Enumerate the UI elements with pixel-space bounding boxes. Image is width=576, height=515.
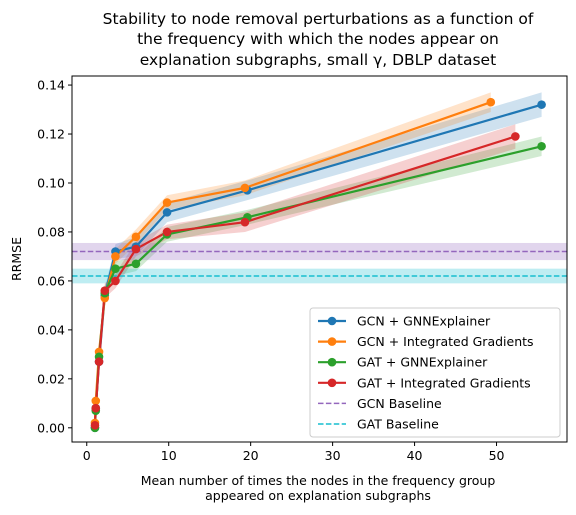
x-tick-label: 20: [243, 448, 259, 463]
gcn-integrated-gradients-point: [91, 396, 101, 406]
x-axis-label-line-2: appeared on explanation subgraphs: [205, 488, 431, 503]
legend-label-gcn-gnnexplainer: GCN + GNNExplainer: [357, 314, 491, 329]
chart-title: Stability to node removal perturbations …: [103, 10, 534, 69]
gcn-integrated-gradients-point: [240, 183, 250, 193]
y-axis-ticks: 0.00 0.02 0.04 0.06 0.08 0.10 0.12 0.14: [37, 78, 72, 435]
gat-integrated-gradients-band: [94, 124, 516, 433]
gcn-integrated-gradients-point: [486, 97, 496, 107]
plot-area-frame: [71, 75, 568, 443]
gat-integrated-gradients-point: [240, 217, 250, 227]
y-tick-label: 0.04: [37, 322, 65, 337]
y-tick-label: 0.14: [37, 78, 65, 93]
gcn-gnnexplainer-band: [94, 92, 542, 436]
gat-integrated-gradients-point: [100, 286, 110, 296]
legend-marker-gcn-integrated-gradients: [327, 337, 337, 346]
gcn-gnnexplainer-point: [162, 208, 172, 217]
gcn-integrated-gradients-point: [162, 198, 172, 207]
x-tick-label: 40: [407, 448, 423, 463]
x-tick-label: 30: [325, 448, 341, 463]
legend-label-gat-gnnexplainer: GAT + GNNExplainer: [357, 355, 488, 370]
gat-integrated-gradients-point: [511, 132, 520, 141]
y-axis-label: RRMSE: [9, 237, 24, 281]
gat-integrated-gradients-point: [91, 403, 101, 413]
gat-gnnexplainer-point: [111, 264, 120, 273]
y-tick-label: 0.08: [37, 224, 65, 239]
x-axis-ticks: 0 10 20 30 40 50: [83, 442, 505, 463]
x-axis-label-line-1: Mean number of times the nodes in the fr…: [141, 473, 496, 488]
legend-marker-gcn-gnnexplainer: [327, 316, 337, 326]
x-tick-label: 50: [489, 448, 505, 463]
confidence-bands: [94, 92, 542, 436]
gcn-integrated-gradients-point: [131, 232, 141, 242]
series-markers: [90, 97, 546, 433]
y-tick-label: 0.12: [37, 127, 65, 142]
gat-gnnexplainer-point: [537, 141, 546, 151]
chart-title-line-1: Stability to node removal perturbations …: [103, 10, 534, 28]
gcn-integrated-gradients-point: [111, 252, 120, 261]
gat-integrated-gradients-point: [94, 357, 104, 367]
legend-label-gcn-baseline: GCN Baseline: [357, 396, 442, 411]
y-tick-label: 0.06: [37, 273, 65, 288]
gat-gnnexplainer-band: [94, 136, 542, 436]
y-tick-label: 0.00: [37, 420, 65, 435]
gat-integrated-gradients-point: [90, 421, 100, 430]
gat-integrated-gradients-point: [131, 244, 141, 254]
legend-label-gat-baseline: GAT Baseline: [357, 417, 439, 432]
y-tick-label: 0.02: [37, 371, 65, 386]
legend-marker-gat-integrated-gradients: [327, 378, 337, 388]
x-tick-label: 0: [83, 448, 91, 463]
gcn-gnnexplainer-point: [537, 100, 546, 109]
gat-gnnexplainer-point: [131, 259, 141, 269]
legend-marker-gat-gnnexplainer: [327, 357, 337, 367]
baseline-lines: [72, 242, 567, 284]
legend-label-gcn-integrated-gradients: GCN + Integrated Gradients: [357, 334, 534, 349]
gat-integrated-gradients-point: [162, 227, 172, 237]
gat-integrated-gradients-point: [111, 276, 120, 286]
legend: GCN + GNNExplainer GCN + Integrated Gradi…: [309, 307, 561, 438]
y-tick-label: 0.10: [37, 175, 65, 190]
x-tick-label: 10: [161, 448, 177, 463]
legend-box: [309, 307, 561, 438]
legend-label-gat-integrated-gradients: GAT + Integrated Gradients: [357, 375, 531, 390]
chart-title-line-3: explanation subgraphs, small γ, DBLP dat…: [140, 51, 496, 69]
chart-title-line-2: the frequency with which the nodes appea…: [137, 30, 499, 48]
